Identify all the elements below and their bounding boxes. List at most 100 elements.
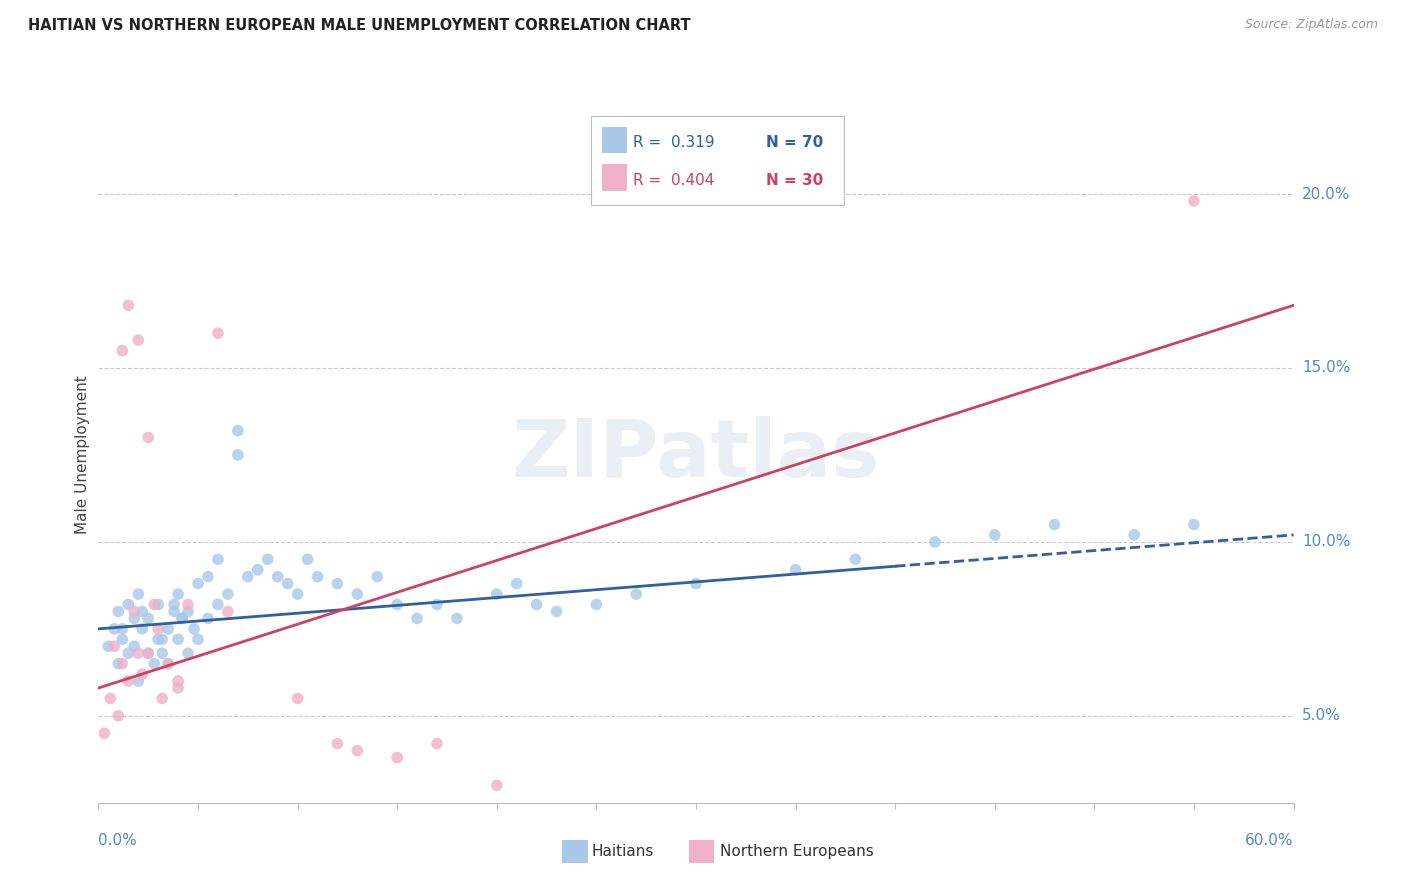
Point (197, 611, 219, 625)
Text: Haitians: Haitians (592, 845, 654, 859)
Point (217, 605, 239, 619)
Point (287, 587, 309, 601)
Text: ZIPatlas: ZIPatlas (512, 416, 880, 494)
Point (183, 622, 205, 636)
Point (163, 605, 186, 619)
Point (326, 576, 349, 591)
Point (150, 646, 173, 660)
Point (127, 674, 149, 689)
Point (177, 646, 200, 660)
Point (98, 691, 122, 706)
Point (148, 598, 170, 612)
Point (111, 632, 134, 647)
Point (256, 552, 278, 566)
Text: 60.0%: 60.0% (1246, 833, 1294, 848)
Point (131, 622, 153, 636)
Point (844, 552, 866, 566)
Point (366, 570, 388, 584)
Point (103, 639, 125, 653)
Point (485, 587, 508, 601)
Text: 0.0%: 0.0% (98, 833, 138, 848)
Point (107, 708, 129, 723)
Point (287, 691, 309, 706)
Point (131, 667, 153, 681)
Point (187, 576, 209, 591)
Point (426, 737, 449, 751)
Point (217, 587, 239, 601)
Point (167, 587, 190, 601)
Point (131, 605, 153, 619)
Point (157, 657, 180, 671)
Point (136, 430, 159, 444)
Point (1043, 517, 1066, 532)
Point (526, 598, 548, 612)
Point (346, 744, 368, 758)
Point (167, 674, 190, 689)
Text: N = 70: N = 70 (766, 136, 824, 150)
Point (197, 570, 219, 584)
Point (983, 528, 1005, 542)
Text: R =  0.404: R = 0.404 (633, 173, 714, 187)
Point (267, 570, 290, 584)
Point (207, 326, 229, 340)
Point (117, 674, 139, 689)
Point (117, 598, 139, 612)
Text: 20.0%: 20.0% (1302, 186, 1350, 202)
Text: N = 30: N = 30 (766, 173, 824, 187)
Point (157, 622, 180, 636)
Point (546, 605, 568, 619)
Text: Northern Europeans: Northern Europeans (720, 845, 873, 859)
Point (226, 424, 249, 438)
Point (685, 576, 707, 591)
Point (924, 534, 946, 549)
Point (187, 632, 209, 647)
Y-axis label: Male Unemployment: Male Unemployment (75, 376, 90, 534)
Point (297, 552, 319, 566)
Point (385, 750, 409, 764)
Point (1123, 528, 1146, 542)
Text: 5.0%: 5.0% (1302, 708, 1340, 723)
Point (127, 333, 149, 347)
Point (246, 563, 269, 577)
Text: 15.0%: 15.0% (1302, 360, 1350, 376)
Point (117, 646, 139, 660)
Point (124, 611, 146, 625)
Point (136, 611, 159, 625)
Point (167, 632, 190, 647)
Point (136, 646, 159, 660)
Point (446, 611, 468, 625)
Point (148, 622, 170, 636)
Point (785, 563, 807, 577)
Point (406, 611, 429, 625)
Point (107, 657, 129, 671)
Point (143, 657, 166, 671)
Point (236, 570, 259, 584)
Point (277, 576, 299, 591)
Point (127, 646, 149, 660)
Point (103, 622, 125, 636)
Point (117, 298, 139, 312)
Point (150, 632, 173, 647)
Point (111, 343, 134, 358)
Point (157, 657, 180, 671)
Point (326, 737, 349, 751)
Point (624, 587, 647, 601)
Point (136, 646, 159, 660)
Point (1182, 194, 1205, 208)
Point (485, 778, 508, 792)
Point (124, 639, 146, 653)
Point (172, 611, 194, 625)
Point (506, 576, 529, 591)
Point (107, 605, 129, 619)
Point (346, 587, 368, 601)
Point (150, 691, 173, 706)
Point (307, 570, 329, 584)
Point (172, 611, 194, 625)
Point (585, 598, 607, 612)
Point (143, 598, 166, 612)
Text: 10.0%: 10.0% (1302, 534, 1350, 549)
Point (93, 726, 115, 740)
Point (177, 598, 200, 612)
Point (97, 639, 120, 653)
Point (426, 598, 449, 612)
